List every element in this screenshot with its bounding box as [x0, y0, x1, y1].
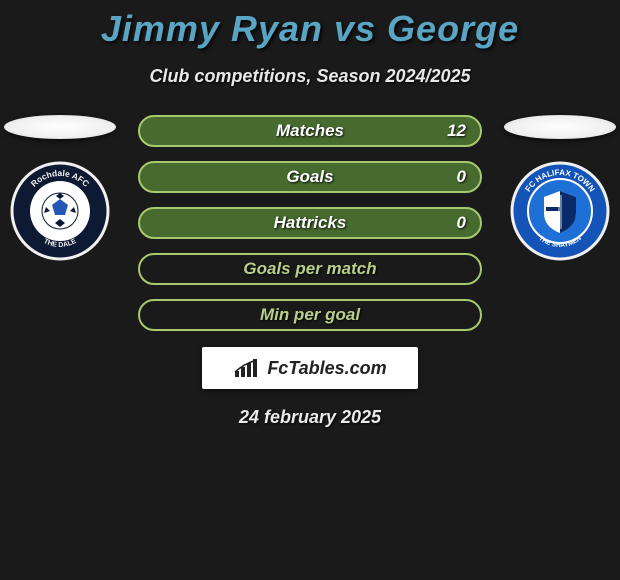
page-title: Jimmy Ryan vs George [0, 8, 620, 50]
stat-pill: Min per goal [138, 299, 482, 331]
left-player-col: Rochdale AFC THE DALE [0, 115, 120, 261]
brand-text: FcTables.com [267, 358, 386, 379]
stat-label: Hattricks [140, 213, 480, 233]
right-player-col: FC HALIFAX TOWN THE SHAYMEN [500, 115, 620, 261]
stat-label: Min per goal [140, 305, 480, 325]
right-player-avatar-placeholder [504, 115, 616, 139]
crest-icon: FC HALIFAX TOWN THE SHAYMEN [510, 161, 610, 261]
bar-chart-icon [233, 357, 261, 379]
stat-pill: Hattricks0 [138, 207, 482, 239]
stat-pill: Goals per match [138, 253, 482, 285]
stat-label: Matches [140, 121, 480, 141]
date-text: 24 february 2025 [0, 407, 620, 428]
page-subtitle: Club competitions, Season 2024/2025 [0, 66, 620, 87]
right-club-crest: FC HALIFAX TOWN THE SHAYMEN [510, 161, 610, 261]
left-club-crest: Rochdale AFC THE DALE [10, 161, 110, 261]
left-player-avatar-placeholder [4, 115, 116, 139]
brand-logo: FcTables.com [202, 347, 418, 389]
stat-label: Goals [140, 167, 480, 187]
main-row: Rochdale AFC THE DALE Matches12Goals0Hat… [0, 115, 620, 331]
crest-icon: Rochdale AFC THE DALE [10, 161, 110, 261]
stat-value-right: 12 [447, 121, 466, 141]
stat-pill: Matches12 [138, 115, 482, 147]
stats-column: Matches12Goals0Hattricks0Goals per match… [138, 115, 482, 331]
stat-label: Goals per match [140, 259, 480, 279]
stat-value-right: 0 [457, 213, 466, 233]
stat-value-right: 0 [457, 167, 466, 187]
stat-pill: Goals0 [138, 161, 482, 193]
infographic-root: Jimmy Ryan vs George Club competitions, … [0, 0, 620, 428]
football-icon [42, 193, 78, 229]
